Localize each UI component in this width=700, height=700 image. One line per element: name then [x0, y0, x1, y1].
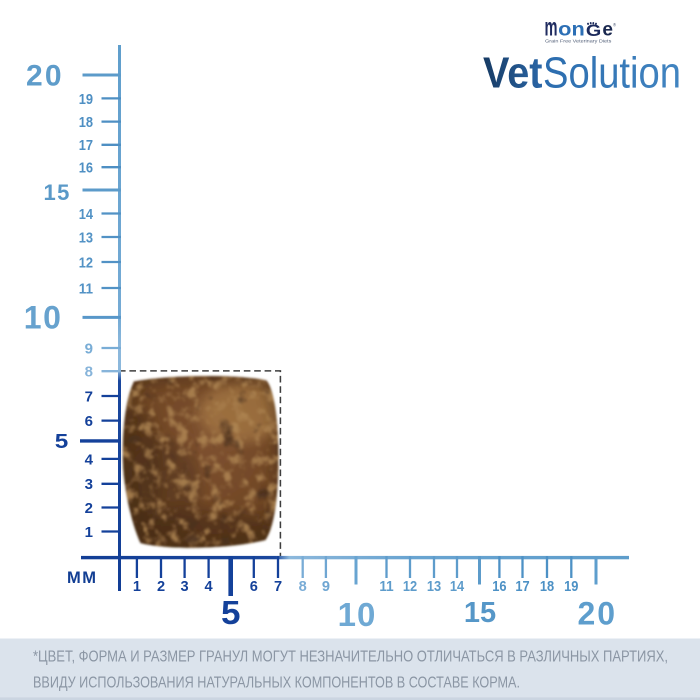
svg-text:15: 15: [464, 597, 496, 629]
svg-text:4: 4: [85, 451, 94, 468]
svg-text:11: 11: [379, 579, 393, 595]
svg-text:7: 7: [85, 388, 93, 405]
svg-text:13: 13: [79, 229, 93, 246]
svg-text:Vet: Vet: [483, 48, 543, 97]
svg-text:e: e: [602, 19, 613, 41]
svg-text:17: 17: [79, 137, 93, 154]
svg-text:20: 20: [578, 596, 618, 632]
svg-text:13: 13: [427, 579, 441, 595]
svg-text:17: 17: [515, 579, 529, 595]
svg-text:16: 16: [79, 160, 93, 177]
svg-text:19: 19: [564, 579, 578, 595]
svg-text:3: 3: [85, 476, 93, 493]
svg-text:1: 1: [133, 579, 141, 595]
svg-text:6: 6: [85, 413, 93, 430]
svg-text:16: 16: [492, 579, 506, 595]
svg-text:14: 14: [450, 579, 465, 595]
svg-text:9: 9: [85, 340, 93, 357]
svg-text:7: 7: [274, 579, 282, 595]
svg-text:ВВИДУ ИСПОЛЬЗОВАНИЯ НАТУРАЛЬНЫ: ВВИДУ ИСПОЛЬЗОВАНИЯ НАТУРАЛЬНЫХ КОМПОНЕН…: [33, 675, 520, 692]
svg-text:14: 14: [79, 206, 94, 223]
svg-text:2: 2: [85, 500, 93, 517]
svg-text:on: on: [558, 19, 585, 41]
svg-text:12: 12: [79, 254, 93, 271]
svg-text:*ЦВЕТ, ФОРМА И РАЗМЕР ГРАНУЛ М: *ЦВЕТ, ФОРМА И РАЗМЕР ГРАНУЛ МОГУТ НЕЗНА…: [33, 649, 668, 666]
svg-text:18: 18: [540, 579, 554, 595]
svg-text:m: m: [545, 14, 558, 42]
svg-text:10: 10: [338, 596, 377, 633]
svg-text:®: ®: [613, 22, 617, 27]
svg-text:5: 5: [221, 594, 241, 631]
svg-text:12: 12: [403, 579, 417, 595]
svg-text:Solution: Solution: [543, 48, 681, 97]
svg-text:8: 8: [299, 579, 307, 595]
svg-text:MM: MM: [67, 569, 98, 587]
svg-text:4: 4: [205, 579, 214, 595]
svg-text:G: G: [586, 21, 601, 40]
svg-text:20: 20: [26, 60, 64, 93]
svg-text:19: 19: [79, 91, 93, 108]
svg-text:Grain Free Veterinary Diets: Grain Free Veterinary Diets: [545, 39, 612, 44]
svg-text:10: 10: [24, 300, 63, 336]
svg-text:8: 8: [85, 364, 93, 381]
svg-text:9: 9: [322, 579, 330, 595]
svg-text:11: 11: [79, 280, 93, 297]
svg-text:3: 3: [181, 579, 189, 595]
svg-text:5: 5: [55, 431, 69, 453]
svg-text:6: 6: [250, 579, 258, 595]
svg-text:1: 1: [85, 524, 93, 541]
svg-text:18: 18: [79, 114, 93, 131]
svg-text:2: 2: [157, 579, 165, 595]
svg-text:15: 15: [44, 180, 71, 205]
